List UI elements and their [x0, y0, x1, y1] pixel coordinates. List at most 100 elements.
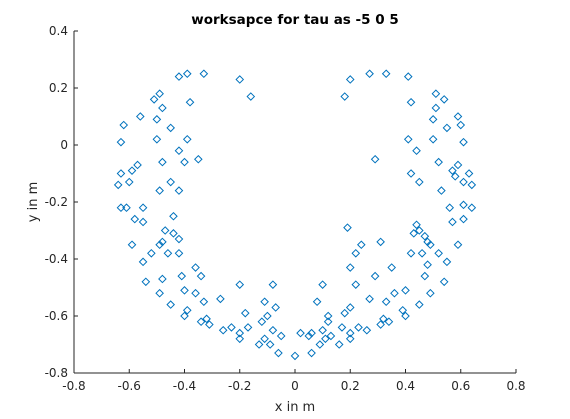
- data-point: [268, 280, 278, 289]
- data-point: [434, 157, 443, 167]
- data-point: [276, 331, 286, 341]
- data-point: [345, 328, 355, 338]
- y-tick-label: -0.6: [45, 309, 68, 323]
- x-tick-label: 0.8: [506, 379, 525, 393]
- data-point: [437, 186, 446, 195]
- data-point: [448, 217, 457, 227]
- data-point: [116, 169, 126, 178]
- plot-area: [73, 31, 516, 374]
- data-point: [376, 320, 385, 329]
- data-point: [403, 134, 413, 144]
- data-point: [315, 340, 325, 349]
- data-point: [334, 340, 344, 349]
- data-point: [182, 69, 192, 79]
- scatter-points: [113, 69, 477, 361]
- x-tick-label: 0.4: [396, 379, 415, 393]
- data-point: [345, 334, 355, 344]
- data-point: [351, 280, 361, 289]
- data-point: [323, 311, 333, 321]
- data-point: [442, 257, 452, 267]
- data-point: [370, 154, 380, 164]
- y-axis-ticks: -0.8 -0.6 -0.4 -0.2 0 0.2 0.4: [45, 24, 78, 380]
- data-point: [265, 340, 275, 349]
- data-point: [390, 288, 399, 298]
- data-point: [174, 186, 184, 195]
- data-point: [412, 220, 421, 230]
- data-point: [166, 177, 175, 187]
- data-point: [326, 331, 336, 341]
- data-point: [152, 115, 162, 124]
- data-point: [180, 286, 189, 295]
- data-point: [138, 257, 148, 267]
- y-tick-label: -0.8: [45, 366, 68, 380]
- data-point: [158, 274, 167, 284]
- data-point: [428, 115, 438, 124]
- data-point: [409, 229, 419, 238]
- data-point: [138, 203, 148, 213]
- data-point: [180, 311, 189, 321]
- data-point: [345, 263, 355, 272]
- data-point: [243, 323, 253, 332]
- y-tick-label: 0.2: [49, 81, 68, 95]
- x-tick-label: 0: [291, 379, 299, 393]
- data-point: [155, 186, 164, 195]
- data-point: [177, 271, 187, 281]
- data-point: [453, 240, 463, 250]
- data-point: [124, 177, 134, 187]
- data-point: [116, 203, 126, 213]
- data-point: [459, 200, 468, 210]
- data-point: [453, 160, 463, 170]
- data-point: [260, 334, 269, 344]
- data-point: [254, 340, 264, 349]
- data-point: [202, 314, 211, 324]
- data-point: [130, 214, 140, 224]
- data-point: [381, 297, 391, 307]
- data-point: [362, 325, 372, 335]
- data-point: [127, 166, 137, 175]
- data-point: [257, 317, 267, 327]
- data-point: [133, 160, 142, 170]
- x-axis-ticks: -0.8 -0.6 -0.4 -0.2 0 0.2 0.4 0.6 0.8: [62, 369, 526, 393]
- data-point: [321, 334, 330, 344]
- data-point: [464, 169, 474, 178]
- data-point: [318, 280, 327, 289]
- data-point: [169, 211, 178, 221]
- data-point: [155, 288, 164, 298]
- data-point: [196, 317, 206, 327]
- data-point: [158, 103, 167, 113]
- data-point: [185, 97, 195, 107]
- data-point: [448, 166, 457, 175]
- data-point: [263, 311, 272, 321]
- data-point: [155, 89, 164, 99]
- data-point: [345, 303, 355, 312]
- data-point: [459, 137, 468, 147]
- y-tick-label: -0.2: [45, 195, 68, 209]
- data-point: [235, 75, 245, 84]
- data-point: [155, 240, 164, 250]
- data-point: [199, 297, 209, 307]
- y-axis-label: y in m: [26, 182, 41, 222]
- data-point: [401, 286, 410, 295]
- data-point: [246, 92, 256, 101]
- data-point: [199, 69, 209, 79]
- data-point: [426, 288, 435, 298]
- data-point: [354, 323, 363, 332]
- data-point: [370, 271, 380, 281]
- data-point: [365, 69, 374, 79]
- data-point: [423, 260, 432, 270]
- data-point: [420, 231, 430, 241]
- data-point: [381, 69, 391, 79]
- data-point: [442, 123, 452, 133]
- data-point: [158, 157, 167, 167]
- data-point: [205, 320, 214, 329]
- x-tick-label: -0.6: [118, 379, 141, 393]
- data-point: [459, 214, 468, 224]
- data-point: [343, 223, 352, 232]
- data-point: [340, 92, 350, 101]
- data-point: [340, 308, 350, 318]
- data-point: [431, 89, 441, 99]
- data-point: [453, 112, 463, 121]
- data-point: [323, 317, 333, 327]
- data-point: [439, 277, 449, 287]
- data-point: [415, 177, 424, 187]
